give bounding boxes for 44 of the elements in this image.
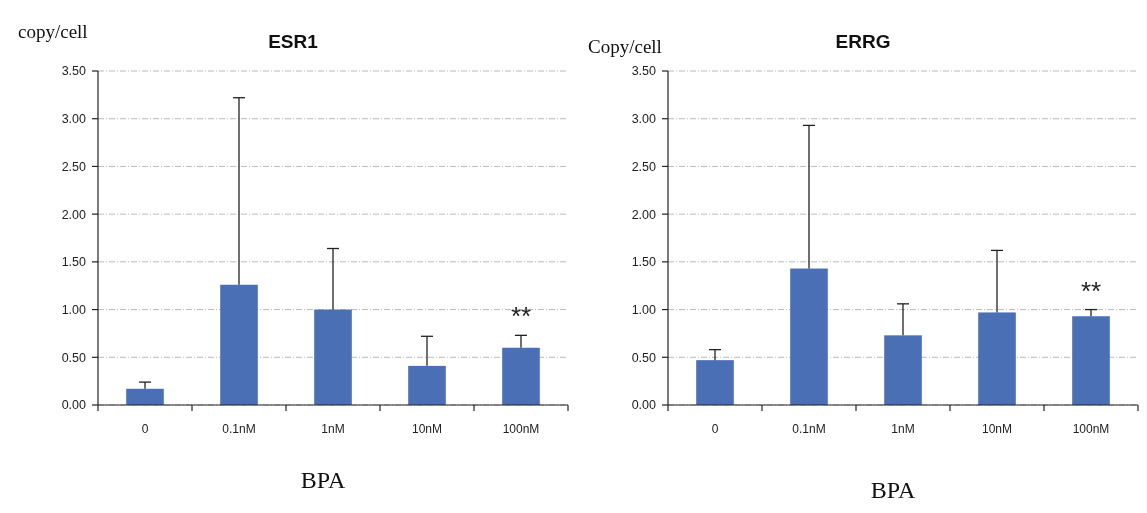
y-tick-label: 3.50: [631, 64, 657, 79]
chart-title: ERRG: [835, 31, 891, 52]
y-tick-label: 2.00: [61, 207, 87, 222]
y-tick-label: 2.00: [631, 207, 657, 222]
y-tick-label: 3.50: [61, 64, 87, 79]
x-tick-label: 100nM: [502, 422, 540, 436]
y-tick-label: 1.00: [631, 302, 657, 317]
bar: [790, 268, 828, 405]
x-tick-label: 10nM: [411, 422, 443, 436]
y-tick-label: 1.00: [61, 302, 87, 317]
x-tick-label: 0: [711, 422, 719, 436]
y-tick-label: 0.00: [61, 398, 87, 413]
bar: [502, 347, 540, 405]
y-tick-label: 0.50: [61, 350, 87, 365]
bar: [220, 284, 258, 405]
x-tick-label: 1nM: [321, 422, 345, 436]
bar: [1072, 316, 1110, 405]
y-tick-label: 1.50: [631, 255, 657, 270]
y-tick-label: 3.00: [61, 112, 87, 127]
bar: [126, 388, 164, 405]
x-axis-title: BPA: [300, 467, 346, 493]
y-tick-label: 0.50: [631, 350, 657, 365]
x-tick-label: 0.1nM: [222, 422, 256, 436]
x-axis-title: BPA: [870, 477, 916, 503]
annotation: **: [510, 301, 532, 332]
y-tick-label: 2.50: [631, 159, 657, 174]
y-tick-label: 3.00: [631, 112, 657, 127]
x-tick-label: 0: [141, 422, 149, 436]
bar: [314, 309, 352, 405]
x-tick-label: 100nM: [1072, 422, 1110, 436]
x-tick-label: 1nM: [891, 422, 915, 436]
annotation: **: [1080, 275, 1102, 306]
bar: [884, 335, 922, 405]
x-tick-label: 10nM: [981, 422, 1013, 436]
bar: [978, 312, 1016, 405]
y-axis-title: copy/cell: [18, 21, 88, 42]
bar: [696, 360, 734, 405]
y-tick-label: 1.50: [61, 255, 87, 270]
chart-title: ESR1: [268, 31, 319, 52]
y-axis-title: Copy/cell: [588, 36, 662, 57]
x-tick-label: 0.1nM: [792, 422, 826, 436]
bar: [408, 365, 446, 405]
y-tick-label: 2.50: [61, 159, 87, 174]
y-tick-label: 0.00: [631, 398, 657, 413]
